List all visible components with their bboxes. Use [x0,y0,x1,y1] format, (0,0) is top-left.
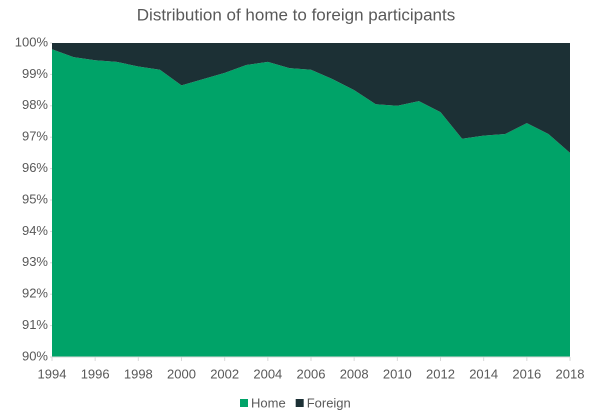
x-tick-label: 2012 [426,366,455,381]
y-tick-label: 92% [22,286,48,301]
x-tick-label: 2008 [340,366,369,381]
y-tick-label: 96% [22,160,48,175]
y-tick-label: 93% [22,254,48,269]
plot-area [52,43,570,357]
y-tick-label: 100% [15,34,49,49]
area [52,43,570,153]
x-tick-label: 2018 [556,366,585,381]
area [52,49,570,357]
y-tick-label: 98% [22,97,48,112]
x-tick-label: 1994 [38,366,67,381]
legend-label: Home [251,395,286,410]
y-tick-label: 90% [22,348,48,363]
legend-label: Foreign [307,395,351,410]
chart-title: Distribution of home to foreign particip… [137,5,455,24]
y-tick-label: 91% [22,317,48,332]
y-tick-label: 97% [22,129,48,144]
x-tick-label: 2006 [297,366,326,381]
x-tick-label: 2000 [167,366,196,381]
x-tick-label: 2002 [210,366,239,381]
legend-swatch [295,399,304,407]
x-tick-label: 2016 [512,366,541,381]
legend-swatch [240,399,248,407]
y-tick-label: 94% [22,223,48,238]
y-tick-label: 99% [22,66,48,81]
x-tick-label: 1998 [124,366,153,381]
x-tick-label: 2010 [383,366,412,381]
x-tick-label: 2004 [253,366,282,381]
x-tick-label: 2014 [469,366,498,381]
y-tick-label: 95% [22,191,48,206]
x-tick-label: 1996 [81,366,110,381]
